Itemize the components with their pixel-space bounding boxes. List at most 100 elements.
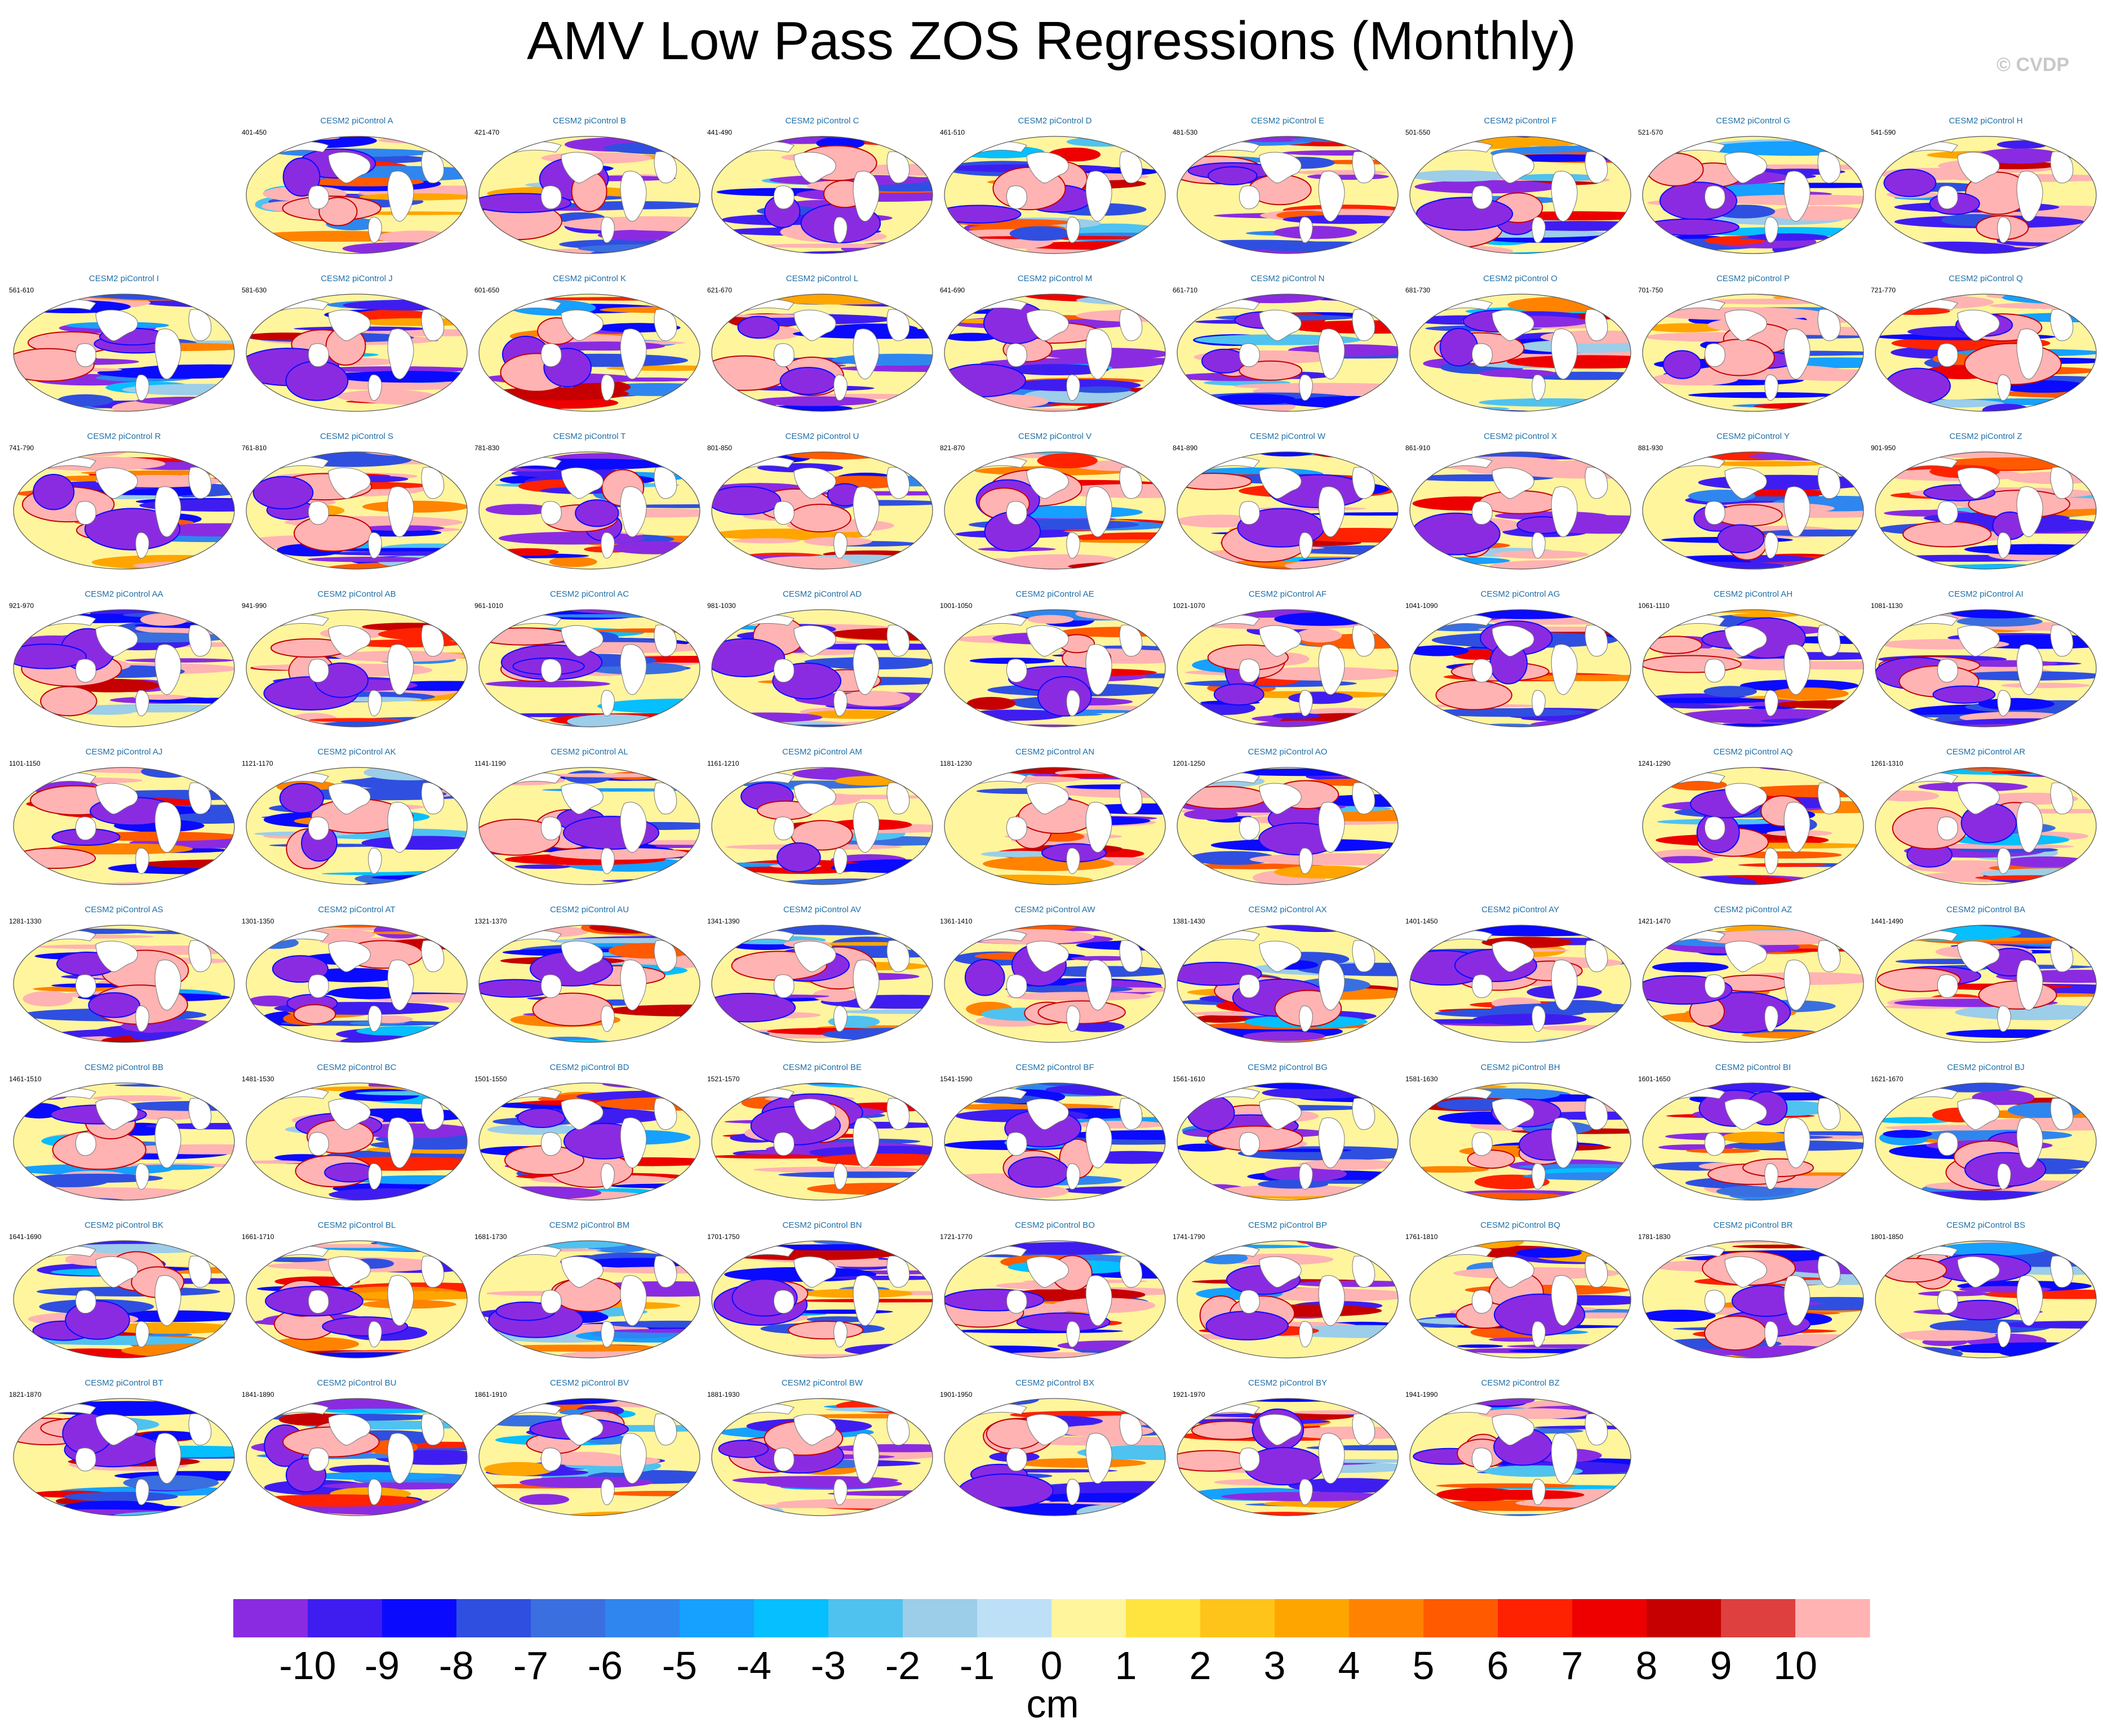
land-mask [95,1414,138,1446]
land-mask [1066,847,1080,874]
land-mask [328,152,371,184]
land-mask [368,690,382,717]
land-mask [1471,1448,1493,1472]
land-mask [1783,802,1811,853]
colorbar-tick-label: 2 [1190,1644,1212,1688]
anomaly-patch [1014,1458,1146,1468]
panel-title: CESM2 piControl BN [782,1220,862,1230]
land-mask [1492,1414,1534,1446]
anomaly-patch [1688,392,1836,398]
land-mask [1239,1290,1260,1314]
panel-title: CESM2 piControl BD [549,1063,629,1072]
regression-map [1409,1398,1631,1516]
map-outline [711,1398,933,1516]
panel-year-range: 1321-1370 [474,917,507,925]
map-outline [711,767,933,885]
panel-year-range: 1821-1870 [9,1391,42,1398]
land-mask [833,847,848,874]
land-mask [368,1005,382,1032]
land-mask [540,1132,562,1156]
panel-title: CESM2 piControl S [320,432,394,441]
land-mask [1764,847,1778,874]
anomaly-patch [282,157,321,197]
land-mask [1318,171,1345,222]
anomaly-patch [309,718,402,722]
panel-title: CESM2 piControl BX [1015,1378,1095,1388]
panel-year-range: 841-890 [1173,444,1198,452]
map-outline [1177,451,1399,570]
colorbar-swatch [605,1599,680,1637]
panel-title: CESM2 piControl BI [1715,1063,1791,1072]
land-mask [75,501,96,525]
land-mask [135,374,149,401]
anomaly-patch [1474,1174,1550,1189]
land-mask [1764,690,1778,717]
regression-map [246,925,468,1043]
colorbar-swatch [977,1599,1052,1637]
map-outline [1875,1240,2097,1358]
land-mask [1724,940,1767,973]
panel-title: CESM2 piControl AX [1248,905,1327,914]
regression-map [13,767,235,885]
land-mask [773,501,795,525]
panel-year-range: 981-1030 [707,602,736,610]
colorbar-tick-label: -7 [513,1644,548,1688]
land-mask [1704,343,1725,367]
anomaly-patch [145,1122,234,1130]
map-panel-au: CESM2 piControl AU 1321-1370 [473,905,706,1053]
land-mask [1471,1290,1493,1314]
colorbar-tick-label: 0 [1041,1644,1063,1688]
map-panel-ax: CESM2 piControl AX 1381-1430 [1172,905,1404,1053]
figure-title: AMV Low Pass ZOS Regressions (Monthly) [527,11,1576,71]
land-mask [387,1117,414,1169]
panel-title: CESM2 piControl AB [317,589,396,599]
panel-title: CESM2 piControl AW [1014,905,1095,914]
land-mask [2016,1117,2043,1169]
anomaly-patch [1410,645,1469,656]
anomaly-patch [1472,1014,1587,1025]
anomaly-patch [548,847,690,860]
map-outline [1177,1398,1399,1516]
panel-year-range: 1101-1150 [9,760,41,767]
map-outline [1875,136,2097,254]
land-mask [1492,467,1534,499]
panel-title: CESM2 piControl BT [85,1378,163,1388]
land-mask [601,1479,615,1506]
land-mask [1318,960,1345,1011]
land-mask [1783,328,1811,380]
colorbar-tick-label: 4 [1338,1644,1360,1688]
panel-year-range: 1181-1230 [940,760,972,767]
land-mask [1471,501,1493,525]
regression-map [711,1082,933,1201]
anomaly-patch [1703,686,1757,698]
panel-title: CESM2 piControl AF [1248,589,1327,599]
regression-map [478,1082,700,1201]
anomaly-patch [1071,956,1134,961]
land-mask [2016,802,2043,853]
panel-title: CESM2 piControl V [1018,432,1092,441]
land-mask [561,1256,604,1288]
colorbar-swatch [680,1599,755,1637]
land-mask [1704,185,1725,210]
land-mask [1299,532,1313,559]
land-mask [308,343,329,367]
panel-title: CESM2 piControl BA [1946,905,2026,914]
panel-year-range: 1021-1070 [1173,602,1205,610]
map-outline [944,136,1166,254]
anomaly-patch [575,499,619,527]
colorbar-swatch [1200,1599,1275,1637]
map-outline [1642,925,1864,1043]
anomaly-patch [1436,1488,1522,1502]
anomaly-patch [1234,383,1398,389]
map-outline [478,1398,700,1516]
panel-year-range: 861-910 [1405,444,1431,452]
land-mask [154,1433,181,1484]
anomaly-patch [134,1108,201,1120]
land-mask [833,532,848,559]
anomaly-patch [130,1164,215,1170]
map-outline [246,1082,468,1201]
land-mask [793,1256,836,1288]
regression-map [1642,136,1864,254]
panel-year-range: 1421-1470 [1638,917,1671,925]
land-mask [1085,802,1112,853]
